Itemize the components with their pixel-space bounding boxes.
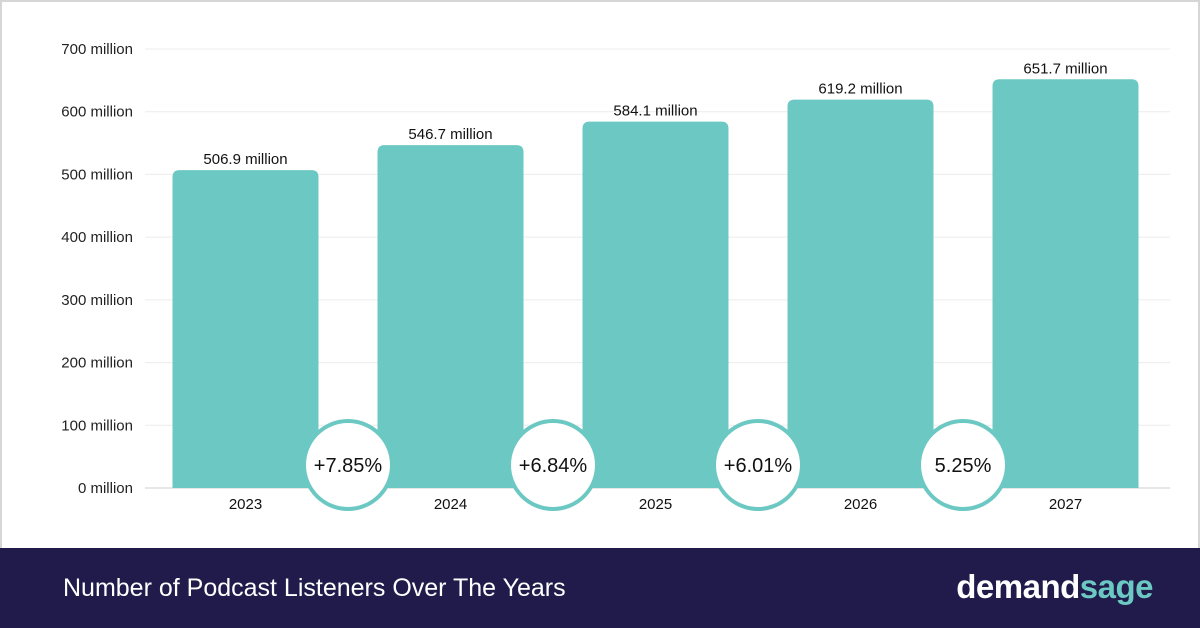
bar-data-label: 506.9 million — [203, 151, 287, 168]
growth-badge — [712, 419, 804, 511]
y-tick-label: 500 million — [61, 166, 133, 183]
footer-banner: Number of Podcast Listeners Over The Yea… — [0, 548, 1200, 628]
bar-data-label: 619.2 million — [818, 81, 902, 98]
y-tick-label: 0 million — [78, 480, 133, 497]
growth-badge — [507, 419, 599, 511]
growth-badge — [302, 419, 394, 511]
y-tick-label: 200 million — [61, 355, 133, 372]
bar — [582, 121, 729, 489]
growth-badge — [917, 419, 1009, 511]
y-tick-label: 700 million — [61, 41, 133, 58]
y-tick-label: 600 million — [61, 104, 133, 121]
bar-data-label: 546.7 million — [408, 126, 492, 143]
growth-badge-label: +7.85% — [314, 455, 383, 477]
growth-badge-label: 5.25% — [935, 455, 992, 477]
brand-logo: demandsage — [956, 548, 1153, 628]
y-tick-label: 100 million — [61, 417, 133, 434]
bar — [787, 99, 934, 488]
brand-logo-part2: sage — [1079, 568, 1154, 605]
growth-badge-label: +6.01% — [724, 455, 793, 477]
bar — [992, 79, 1139, 488]
growth-badge-label: +6.84% — [519, 455, 588, 477]
x-tick-label: 2026 — [844, 496, 877, 513]
x-tick-label: 2027 — [1049, 496, 1082, 513]
bar-data-label: 651.7 million — [1023, 60, 1107, 77]
x-tick-label: 2023 — [229, 496, 262, 513]
x-tick-label: 2024 — [434, 496, 467, 513]
y-tick-label: 300 million — [61, 292, 133, 309]
bar-chart: 0 million 100 million 200 million 300 milli… — [61, 41, 1170, 513]
bar — [377, 145, 524, 489]
y-tick-label: 400 million — [61, 229, 133, 246]
chart-title: Number of Podcast Listeners Over The Yea… — [63, 574, 566, 602]
x-tick-label: 2025 — [639, 496, 672, 513]
bar — [172, 170, 319, 488]
brand-logo-part1: demand — [956, 568, 1080, 605]
bar-data-label: 584.1 million — [613, 103, 697, 120]
